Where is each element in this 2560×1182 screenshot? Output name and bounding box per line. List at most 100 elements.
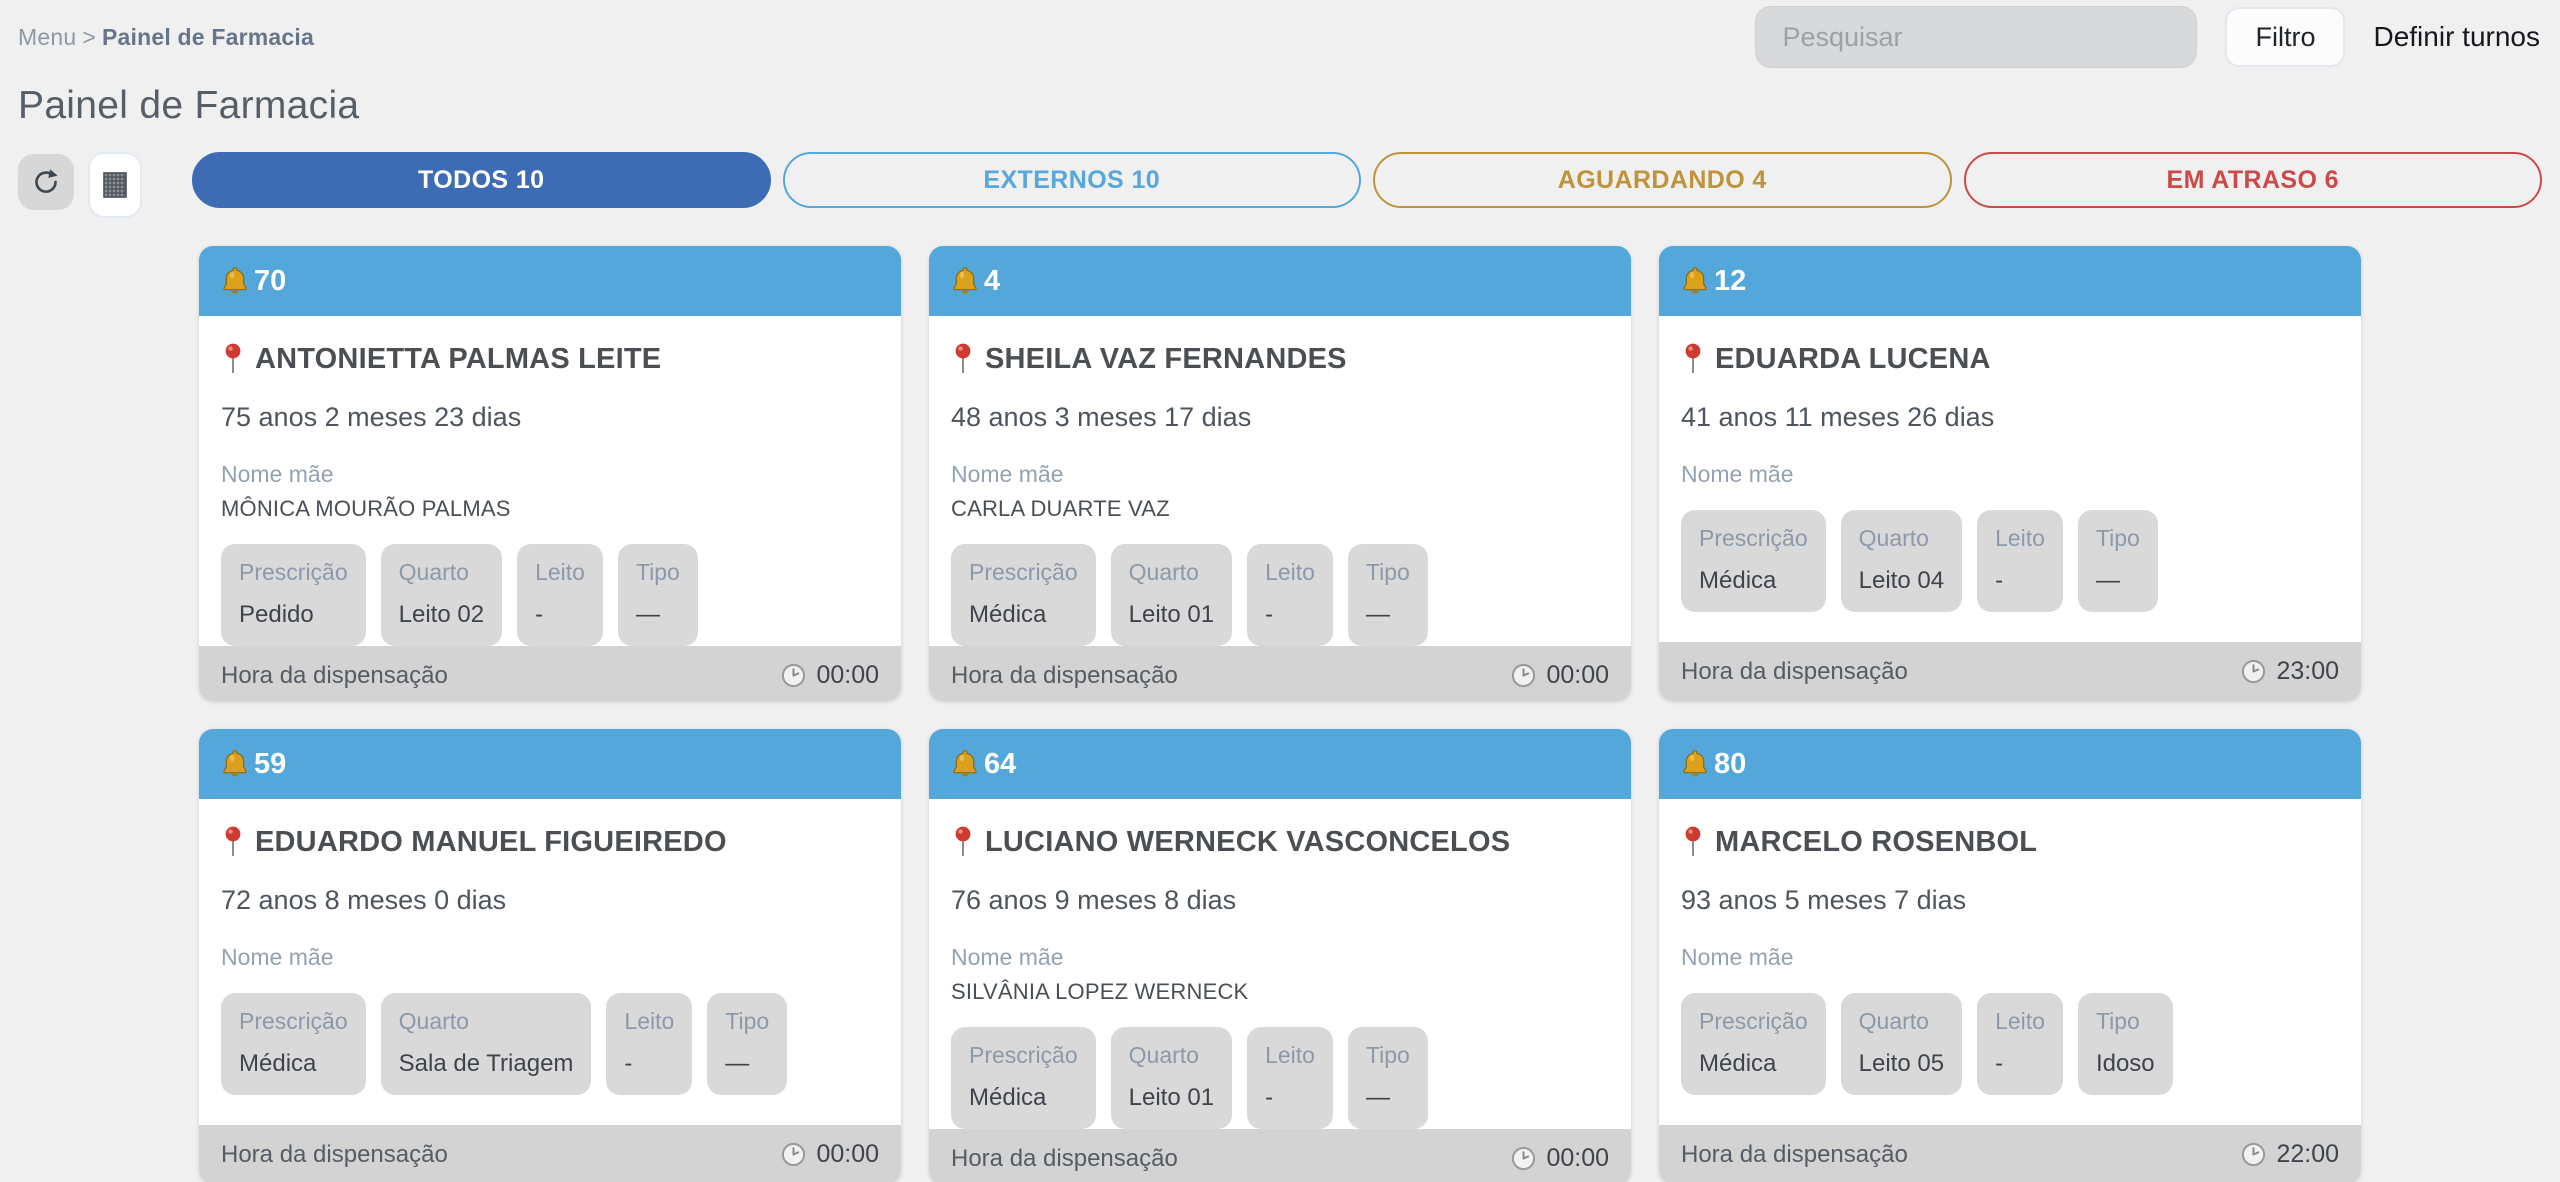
info-chip: Tipo — [617,544,698,646]
card-header: 59 [199,729,901,799]
status-tab[interactable]: EXTERNOS 10 [782,152,1361,208]
card-footer: Hora da dispensação 00:00 [929,1129,1631,1182]
pin-icon [951,825,975,859]
info-chip: Tipo — [1347,1027,1428,1129]
info-chip: Prescrição Médica [1681,510,1826,612]
bell-count: 12 [1714,264,1747,297]
card-body: EDUARDO MANUEL FIGUEIREDO 72 anos 8 mese… [199,799,901,1125]
dispense-time: 22:00 [2276,1140,2339,1168]
patient-card[interactable]: 64 LUCIANO WERNECK VASCONCELOS 76 anos 9… [929,729,1631,1182]
chips-row: Prescrição Médica Quarto Leito 04 Leito - Tipo… [1681,510,2339,612]
chip-value: Médica [1699,567,1777,594]
mother-label: Nome mãe [221,944,334,970]
chip-value: Médica [1699,1050,1777,1077]
chip-value: Pedido [239,601,314,628]
pin-icon [951,342,975,376]
dispense-label: Hora da dispensação [951,1144,1178,1172]
chip-value: - [624,1050,633,1077]
patient-card[interactable]: 80 MARCELO ROSENBOL 93 anos 5 meses 7 di… [1659,729,2361,1182]
patient-age: 75 anos 2 meses 23 dias [221,402,522,432]
clock-icon [2240,658,2267,685]
breadcrumb-menu[interactable]: Menu [18,24,77,50]
patient-name: LUCIANO WERNECK VASCONCELOS [985,825,1511,858]
info-chip: Quarto Leito 01 [1110,1027,1233,1129]
mother-name: CARLA DUARTE VAZ [951,496,1170,521]
info-chip: Leito - [1977,510,2063,612]
dispense-time: 23:00 [2276,657,2339,685]
bell-icon [949,265,981,297]
patient-age: 93 anos 5 meses 7 dias [1681,885,1967,915]
refresh-button[interactable] [18,154,74,210]
chips-row: Prescrição Médica Quarto Leito 01 Leito - Tipo… [951,544,1609,646]
search-input[interactable] [1755,6,2198,68]
chips-row: Prescrição Médica Quarto Sala de Triagem Lei… [221,993,879,1095]
clock-icon [780,662,807,689]
chip-value: Leito 05 [1858,1050,1945,1077]
grid-view-icon [101,169,129,201]
patient-card[interactable]: 59 EDUARDO MANUEL FIGUEIREDO 72 anos 8 m… [199,729,901,1182]
dispense-time: 00:00 [1546,661,1609,689]
chip-value: Médica [239,1050,317,1077]
info-chip: Prescrição Médica [221,993,366,1095]
chip-label: Tipo [725,1008,770,1034]
chips-row: Prescrição Médica Quarto Leito 05 Leito - Tipo… [1681,993,2339,1095]
card-header: 64 [929,729,1631,799]
patient-age: 72 anos 8 meses 0 dias [221,885,507,915]
card-body: EDUARDA LUCENA 41 anos 11 meses 26 dias … [1659,316,2361,642]
bell-icon [1679,748,1711,780]
info-chip: Tipo — [2077,510,2158,612]
patient-age: 76 anos 9 meses 8 dias [951,885,1237,915]
chip-label: Prescrição [239,559,348,585]
info-chip: Prescrição Médica [951,1027,1096,1129]
breadcrumb: Menu > Painel de Farmacia [18,24,314,51]
mother-label: Nome mãe [1681,944,1794,970]
chip-value: Médica [969,601,1047,628]
chip-label: Quarto [1128,1042,1199,1068]
chip-label: Quarto [1858,525,1929,551]
status-tab[interactable]: AGUARDANDO 4 [1373,152,1952,208]
card-body: LUCIANO WERNECK VASCONCELOS 76 anos 9 me… [929,799,1631,1129]
info-chip: Quarto Leito 05 [1840,993,1963,1095]
patient-card[interactable]: 4 SHEILA VAZ FERNANDES 48 anos 3 meses 1… [929,246,1631,701]
topbar-actions: Filtro Definir turnos [1755,6,2540,68]
chip-label: Prescrição [239,1008,348,1034]
chip-value: Médica [969,1084,1047,1111]
chips-row: Prescrição Pedido Quarto Leito 02 Leito - Tipo… [221,544,879,646]
mother-name: SILVÂNIA LOPEZ WERNECK [951,979,1249,1004]
dispense-time: 00:00 [816,661,879,689]
patient-age: 48 anos 3 meses 17 dias [951,402,1252,432]
bell-count: 4 [984,264,1001,297]
info-chip: Tipo Idoso [2077,993,2173,1095]
grid-view-button[interactable] [88,152,142,218]
clock-icon [780,1141,807,1168]
chip-label: Prescrição [1699,525,1808,551]
chip-value: Idoso [2095,1050,2155,1077]
info-chip: Quarto Leito 04 [1840,510,1963,612]
bell-icon [1679,265,1711,297]
dispense-label: Hora da dispensação [1681,1140,1908,1168]
card-footer: Hora da dispensação 00:00 [929,646,1631,701]
chip-label: Tipo [1365,559,1410,585]
status-tab[interactable]: EM ATRASO 6 [1963,152,2542,208]
patient-card[interactable]: 70 ANTONIETTA PALMAS LEITE 75 anos 2 mes… [199,246,901,701]
filter-button[interactable]: Filtro [2225,7,2346,67]
card-header: 12 [1659,246,2361,316]
patient-card[interactable]: 12 EDUARDA LUCENA 41 anos 11 meses 26 di… [1659,246,2361,701]
chips-row: Prescrição Médica Quarto Leito 01 Leito - Tipo… [951,1027,1609,1129]
chip-label: Tipo [2095,525,2140,551]
chip-label: Prescrição [1699,1008,1808,1034]
chip-label: Quarto [1128,559,1199,585]
dispense-label: Hora da dispensação [1681,657,1908,685]
mother-label: Nome mãe [1681,461,1794,487]
bell-icon [949,748,981,780]
define-shifts-button[interactable]: Definir turnos [2373,21,2540,52]
bell-count: 64 [984,747,1017,780]
card-footer: Hora da dispensação 00:00 [199,646,901,701]
chip-label: Leito [1995,1008,2045,1034]
pin-icon [221,342,245,376]
controls-row: TODOS 10 EXTERNOS 10 AGUARDANDO 4 EM ATR… [18,152,2542,218]
status-tab[interactable]: TODOS 10 [192,152,771,208]
chip-label: Quarto [398,559,469,585]
chip-value: — [725,1050,750,1077]
info-chip: Leito - [1977,993,2063,1095]
